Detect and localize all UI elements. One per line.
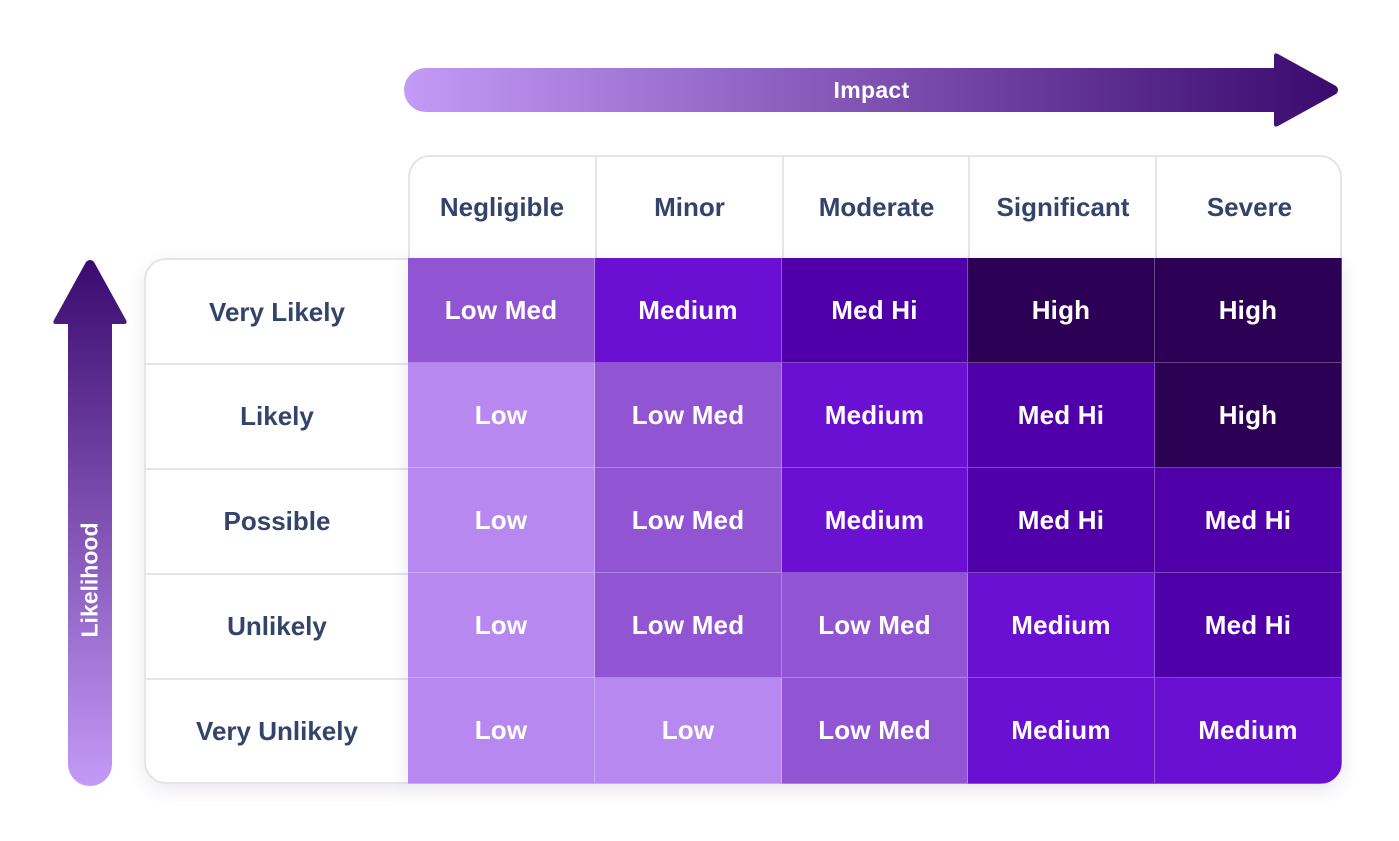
risk-cell: Med Hi — [968, 363, 1155, 468]
likelihood-arrow-shape — [53, 260, 127, 786]
risk-cell: Low — [595, 678, 782, 784]
impact-header-severe: Severe — [1155, 155, 1342, 259]
risk-cell: Medium — [782, 468, 968, 573]
likelihood-label-column — [144, 258, 410, 784]
likelihood-row-very-likely: Very Likely — [209, 296, 345, 327]
impact-header-moderate: Moderate — [782, 155, 969, 259]
risk-cell: Med Hi — [968, 468, 1155, 573]
impact-header-significant: Significant — [968, 155, 1156, 259]
likelihood-row-unlikely: Unlikely — [146, 573, 408, 677]
likelihood-row-very-unlikely: Very Unlikely — [146, 678, 408, 782]
impact-axis-label: Impact — [833, 77, 910, 103]
risk-cell: Low — [408, 573, 595, 678]
risk-cell: Medium — [968, 678, 1155, 784]
risk-cell: High — [1155, 258, 1342, 363]
risk-cell: Low Med — [595, 468, 782, 573]
risk-cell: Med Hi — [782, 258, 968, 363]
risk-matrix-grid: Low Med Medium Med Hi High High Low Low Med Med… — [408, 258, 1342, 784]
risk-cell: Low Med — [595, 573, 782, 678]
risk-cell: Med Hi — [1155, 468, 1342, 573]
risk-cell: High — [1155, 363, 1342, 468]
risk-cell: Low Med — [782, 573, 968, 678]
likelihood-row-possible: Possible — [146, 468, 408, 572]
risk-cell: Low — [408, 468, 595, 573]
likelihood-axis-arrow: Likelihood — [52, 258, 128, 786]
risk-cell: Med Hi — [1155, 573, 1342, 678]
impact-header-row — [408, 155, 1342, 259]
risk-cell: Low Med — [595, 363, 782, 468]
risk-cell: Medium — [782, 363, 968, 468]
impact-axis-arrow: Impact — [404, 52, 1339, 128]
likelihood-row-likely: Likely — [146, 363, 408, 467]
impact-header-minor: Minor — [595, 155, 782, 259]
risk-cell: Medium — [1155, 678, 1342, 784]
risk-cell: Medium — [968, 573, 1155, 678]
impact-header-negligible: Negligible — [439, 191, 565, 222]
risk-cell: Low — [408, 363, 595, 468]
risk-cell: Medium — [595, 258, 782, 363]
risk-cell: Low Med — [782, 678, 968, 784]
risk-cell: High — [968, 258, 1155, 363]
risk-cell: Low Med — [408, 258, 595, 363]
risk-cell: Low — [408, 678, 595, 784]
impact-arrow-shape — [404, 53, 1338, 127]
likelihood-axis-label-text: Likelihood — [76, 522, 103, 638]
